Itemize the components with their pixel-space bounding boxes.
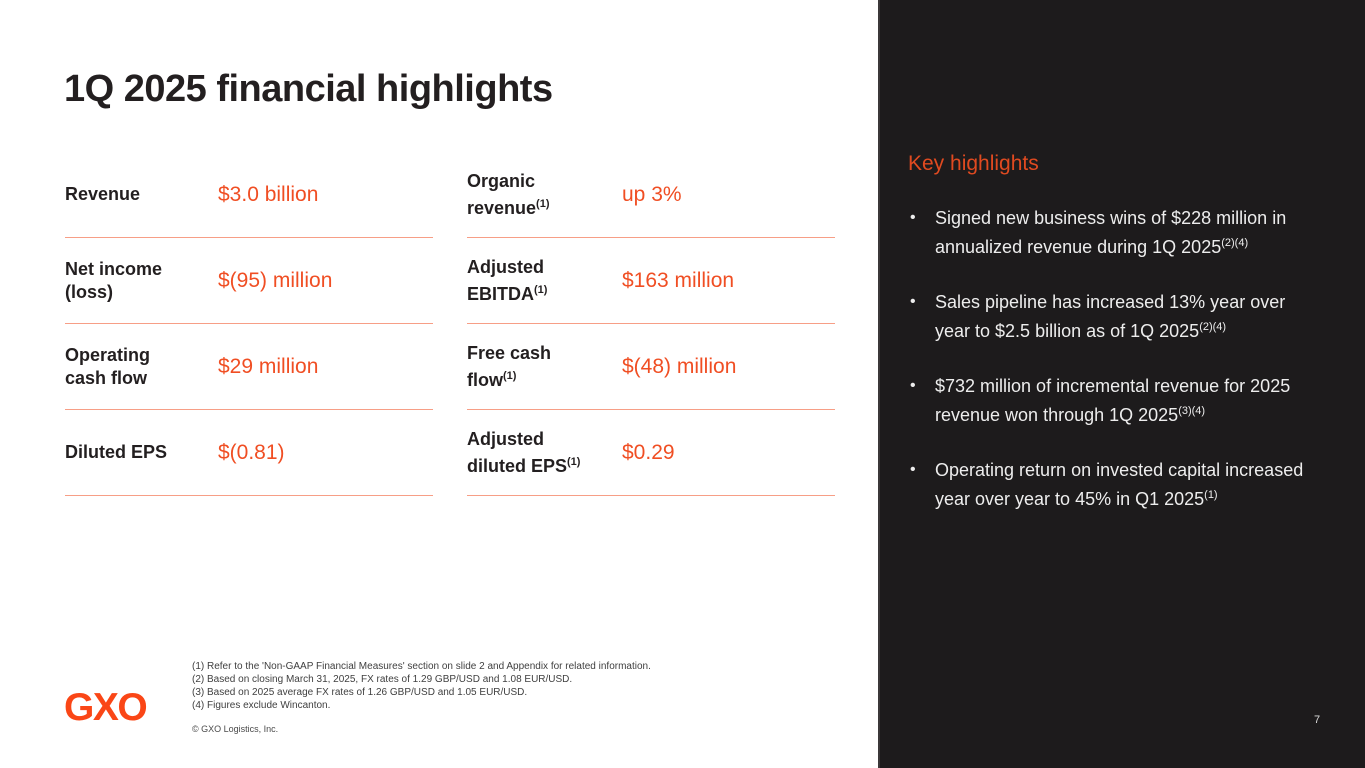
metric-value: $0.29	[622, 440, 675, 464]
key-highlights-title: Key highlights	[908, 152, 1039, 175]
highlight-list: Signed new business wins of $228 million…	[908, 206, 1313, 511]
metric-row: Revenue $3.0 billion	[65, 152, 433, 238]
metric-value: up 3%	[622, 182, 682, 206]
metric-value: $163 million	[622, 268, 735, 292]
highlight-text: $732 million of incremental revenue for …	[935, 376, 1291, 425]
metric-superscript: (1)	[534, 283, 548, 296]
metric-label: Net income (loss)	[65, 258, 163, 302]
footnote: (3) Based on 2025 average FX rates of 1.…	[192, 687, 528, 698]
metric-row: Adjusted EBITDA(1) $163 million	[467, 238, 835, 324]
highlight-text: Signed new business wins of $228 million…	[935, 208, 1287, 257]
highlight-superscript: (1)	[1204, 488, 1218, 501]
metric-value: $29 million	[218, 354, 319, 378]
metric-superscript: (1)	[536, 197, 550, 210]
metric-row: Diluted EPS $(0.81)	[65, 410, 433, 496]
metric-label: Organic revenue(1)	[467, 170, 550, 218]
metric-row: Net income (loss) $(95) million	[65, 238, 433, 324]
slide-title: 1Q 2025 financial highlights	[64, 68, 553, 110]
metric-label: Free cash flow(1)	[467, 342, 552, 390]
gxo-logo: GXO	[64, 686, 148, 729]
footnote: (2) Based on closing March 31, 2025, FX …	[192, 674, 573, 685]
metric-value: $(95) million	[218, 268, 333, 292]
metric-label: Adjusted diluted EPS(1)	[467, 428, 581, 476]
highlight-item: $732 million of incremental revenue for …	[908, 374, 1311, 427]
metrics-column-right: Organic revenue(1) up 3% Adjusted EBITDA(1) $…	[467, 152, 835, 496]
copyright: © GXO Logistics, Inc.	[192, 724, 279, 734]
footnote-list: (1) Refer to the 'Non-GAAP Financial Mea…	[192, 660, 651, 712]
highlight-item: Sales pipeline has increased 13% year ov…	[908, 290, 1311, 343]
highlight-item: Signed new business wins of $228 million…	[908, 206, 1311, 259]
metrics-table: Revenue $3.0 billion Net income (loss) $(95)…	[65, 152, 835, 496]
footnote: (1) Refer to the 'Non-GAAP Financial Mea…	[192, 661, 651, 672]
metric-value: $3.0 billion	[218, 182, 319, 206]
metric-row: Organic revenue(1) up 3%	[467, 152, 835, 238]
metric-row: Operating cash flow $29 million	[65, 324, 433, 410]
metric-superscript: (1)	[503, 369, 517, 382]
metric-label: Revenue	[65, 184, 141, 204]
metrics-column-left: Revenue $3.0 billion Net income (loss) $(95)…	[65, 152, 433, 496]
key-highlights-panel: Key highlights Signed new business wins …	[878, 0, 1365, 768]
highlight-item: Operating return on invested capital inc…	[908, 458, 1311, 511]
metric-label: Adjusted EBITDA(1)	[467, 256, 548, 304]
metric-row: Free cash flow(1) $(48) million	[467, 324, 835, 410]
metric-label: Diluted EPS	[65, 442, 168, 462]
page-number: 7	[1314, 714, 1321, 726]
footnote: (4) Figures exclude Wincanton.	[192, 700, 331, 711]
metric-row: Adjusted diluted EPS(1) $0.29	[467, 410, 835, 496]
metric-label: Operating cash flow	[65, 344, 151, 388]
highlight-text: Operating return on invested capital inc…	[935, 460, 1304, 509]
metric-value: $(48) million	[622, 354, 737, 378]
metric-value: $(0.81)	[218, 440, 285, 464]
highlight-superscript: (2)(4)	[1199, 320, 1227, 333]
highlight-superscript: (3)(4)	[1178, 404, 1206, 417]
highlight-superscript: (2)(4)	[1221, 236, 1249, 249]
metric-superscript: (1)	[567, 455, 581, 468]
footnotes: (1) Refer to the 'Non-GAAP Financial Mea…	[192, 660, 651, 736]
highlight-text: Sales pipeline has increased 13% year ov…	[935, 292, 1286, 341]
